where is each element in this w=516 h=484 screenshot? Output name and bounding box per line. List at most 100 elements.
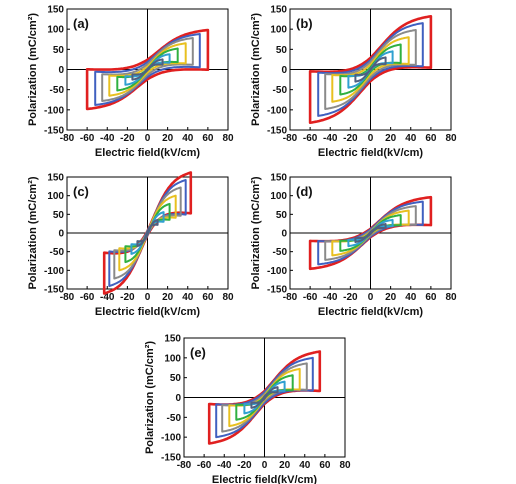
y-tick-label: -150 [267, 126, 287, 137]
x-tick-label: -80 [60, 292, 75, 303]
y-tick-label: 150 [47, 5, 64, 16]
hysteresis-loop-series-7 [136, 218, 159, 248]
panel-b: -80 -60 -40 -20 0 20 40 60 80 -150 -100 -50 0 50 100 15… [250, 5, 457, 160]
y-tick-label: -100 [44, 105, 64, 116]
hysteresis-loop-series-2 [317, 22, 424, 117]
y-axis-title: Polarization (mC/cm²) [27, 13, 39, 126]
y-tick-label: -100 [267, 105, 287, 116]
y-tick-label: 100 [270, 25, 287, 36]
x-tick-label: -80 [177, 460, 192, 471]
x-axis-title: Electric field(kV/cm) [95, 306, 200, 318]
x-tick-label: 40 [405, 133, 417, 144]
x-tick-label: 0 [145, 292, 151, 303]
y-tick-label: -50 [167, 413, 182, 424]
x-tick-label: 40 [182, 292, 194, 303]
x-tick-label: -60 [303, 292, 318, 303]
y-tick-label: -150 [44, 285, 64, 296]
y-tick-label: 150 [47, 173, 64, 184]
hysteresis-loop-series-7 [354, 223, 387, 243]
x-tick-label: 80 [222, 133, 234, 144]
x-tick-label: 20 [162, 292, 174, 303]
y-tick-label: -150 [161, 453, 181, 464]
x-tick-label: -80 [283, 133, 298, 144]
panel-e: -80 -60 -40 -20 0 20 40 60 80 -150 -100 -50 0 50 100 15… [144, 334, 351, 484]
panel-c: -80 -60 -40 -20 0 20 40 60 80 -150 -100 -50 0 50 100 15… [27, 171, 234, 318]
x-axis-title: Electric field(kV/cm) [212, 474, 317, 484]
panel-label: (d) [296, 184, 313, 199]
y-tick-label: 150 [270, 5, 287, 16]
y-tick-label: -50 [50, 247, 65, 258]
y-tick-label: 100 [164, 353, 181, 364]
x-tick-label: 80 [445, 133, 457, 144]
x-tick-label: -20 [343, 292, 358, 303]
y-tick-label: 150 [164, 334, 181, 345]
y-axis-title: Polarization (mC/cm²) [250, 176, 262, 289]
y-tick-label: 0 [175, 393, 181, 404]
x-tick-label: -20 [120, 292, 135, 303]
y-tick-label: -100 [161, 433, 181, 444]
x-tick-label: 20 [162, 133, 174, 144]
y-tick-label: 50 [276, 45, 288, 56]
y-tick-label: 100 [270, 191, 287, 202]
x-tick-label: -60 [80, 292, 95, 303]
panel-label: (a) [73, 16, 89, 31]
hysteresis-loop-series-7 [250, 386, 279, 409]
y-axis-title: Polarization (mC/cm²) [27, 176, 39, 289]
y-tick-label: -50 [273, 247, 288, 258]
y-tick-label: -50 [273, 85, 288, 96]
hysteresis-loop-series-7 [131, 58, 164, 81]
x-tick-label: 80 [445, 292, 457, 303]
x-tick-label: 60 [319, 460, 331, 471]
x-tick-label: 60 [425, 292, 437, 303]
y-axis-title: Polarization (mC/cm²) [250, 13, 262, 126]
panel-label: (e) [190, 345, 206, 360]
y-tick-label: -150 [44, 126, 64, 137]
x-tick-label: 60 [202, 133, 214, 144]
panel-a: -80 -60 -40 -20 0 20 40 60 80 -150 -100 -50 0 50 100 15… [27, 5, 234, 160]
x-tick-label: 20 [385, 292, 397, 303]
y-tick-label: 100 [47, 25, 64, 36]
y-tick-label: -150 [267, 285, 287, 296]
x-tick-label: -40 [323, 292, 338, 303]
y-tick-label: 150 [270, 173, 287, 184]
x-tick-label: 80 [222, 292, 234, 303]
x-tick-label: -40 [217, 460, 232, 471]
hysteresis-loop-series-7 [354, 56, 387, 83]
x-tick-label: -80 [60, 133, 75, 144]
panel-label: (c) [73, 184, 89, 199]
x-tick-label: -20 [120, 133, 135, 144]
hysteresis-loop-series-3 [101, 37, 194, 102]
y-tick-label: 0 [58, 229, 64, 240]
x-tick-label: 20 [279, 460, 291, 471]
x-tick-label: 40 [182, 133, 194, 144]
x-tick-label: -20 [343, 133, 358, 144]
x-tick-label: 0 [368, 133, 374, 144]
y-axis-title: Polarization (mC/cm²) [144, 341, 156, 454]
x-axis-title: Electric field(kV/cm) [318, 147, 423, 159]
x-tick-label: 60 [425, 133, 437, 144]
hysteresis-loop-series-3 [324, 29, 417, 110]
x-tick-label: -60 [197, 460, 212, 471]
x-tick-label: 0 [262, 460, 268, 471]
y-tick-label: 50 [276, 210, 288, 221]
y-tick-label: 0 [281, 65, 287, 76]
hysteresis-loop-series-4 [331, 36, 410, 103]
x-tick-label: 20 [385, 133, 397, 144]
x-tick-label: 80 [339, 460, 351, 471]
x-tick-label: -60 [80, 133, 95, 144]
x-tick-label: -40 [323, 133, 338, 144]
y-tick-label: -50 [50, 85, 65, 96]
x-axis-title: Electric field(kV/cm) [95, 147, 200, 159]
y-tick-label: -100 [267, 266, 287, 277]
x-tick-label: 0 [368, 292, 374, 303]
x-tick-label: -40 [100, 292, 115, 303]
panel-d: -80 -60 -40 -20 0 20 40 60 80 -150 -100 -50 0 50 100 15… [250, 173, 457, 319]
panel-label: (b) [296, 16, 313, 31]
y-tick-label: 50 [53, 45, 65, 56]
y-tick-label: -100 [44, 266, 64, 277]
y-tick-label: 50 [53, 210, 65, 221]
hysteresis-loop-series-1 [308, 14, 433, 124]
x-tick-label: -20 [237, 460, 252, 471]
x-axis-title: Electric field(kV/cm) [318, 306, 423, 318]
